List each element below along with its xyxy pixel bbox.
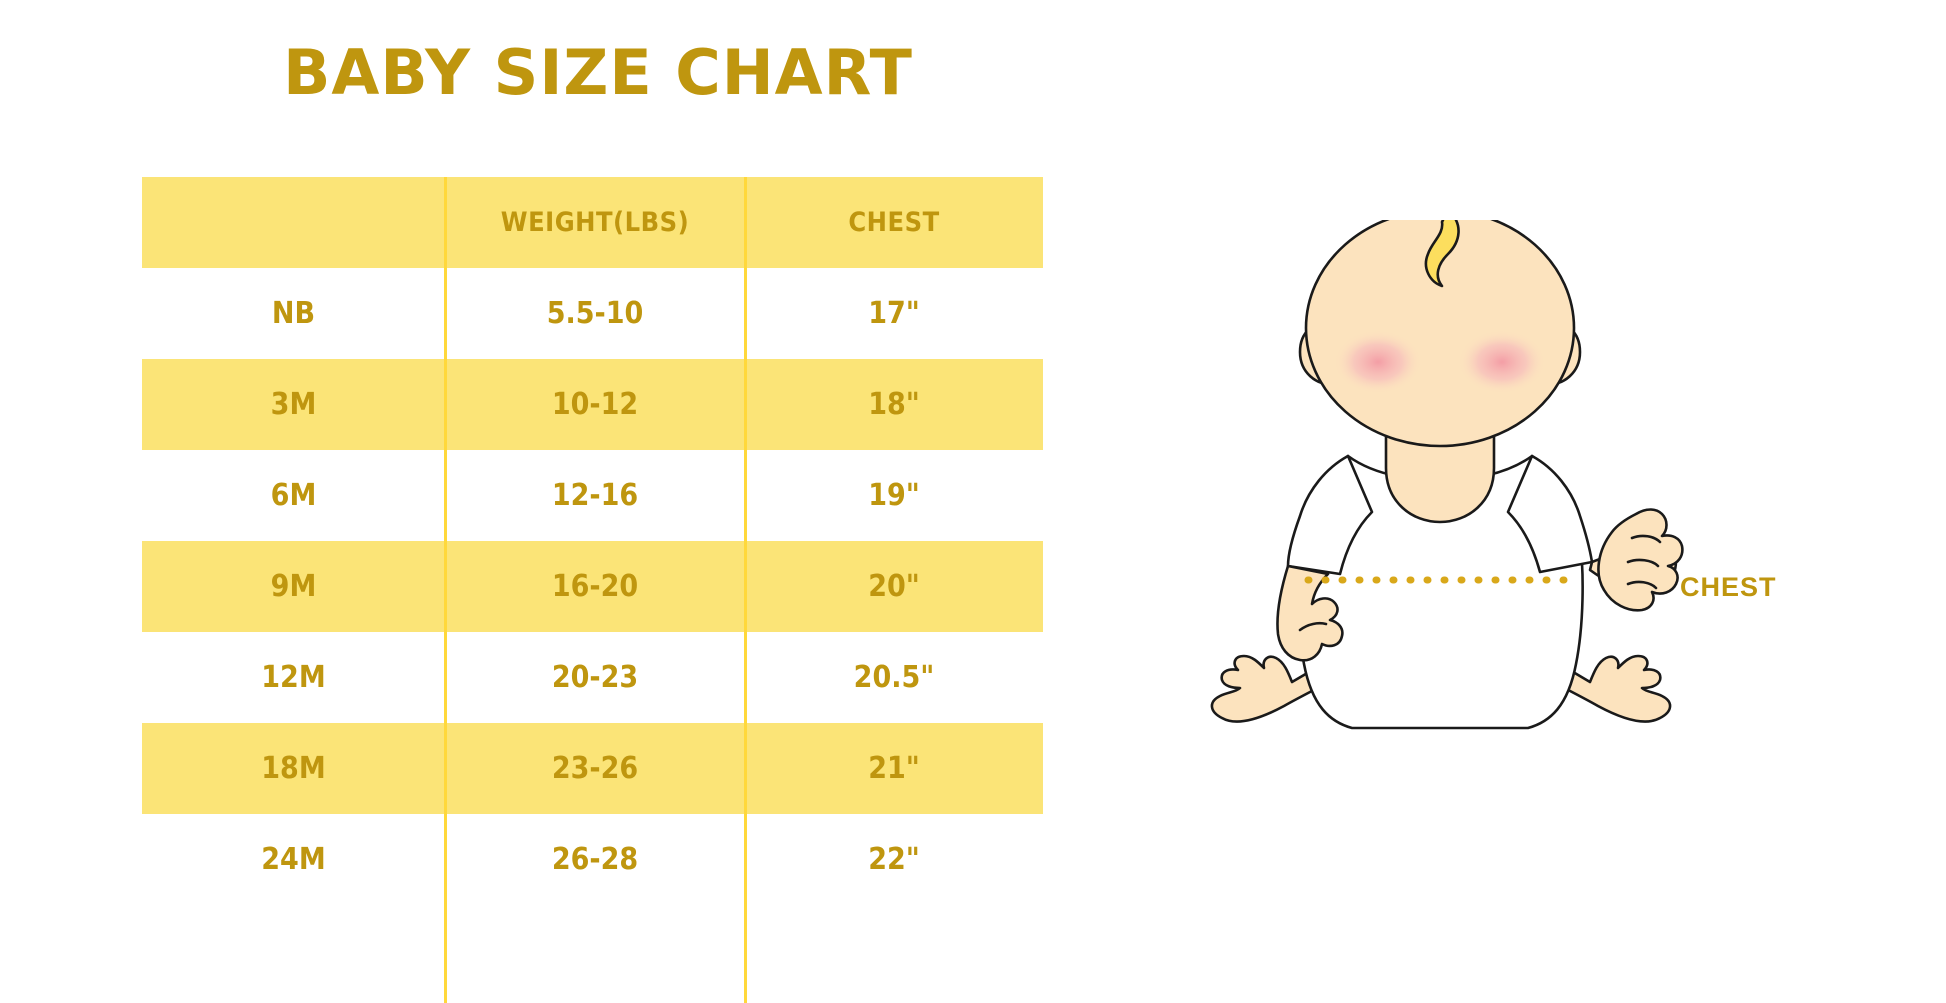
table-row: 12M 20-23 20.5" (142, 632, 1043, 723)
baby-left-hand-detail (1298, 621, 1328, 632)
table-row: 9M 16-20 20" (142, 541, 1043, 632)
baby-size-table: WEIGHT(LBS) CHEST NB 5.5-10 17" 3M 10-12 18" 6… (142, 177, 1043, 905)
baby-fist-knuckle-3 (1626, 580, 1658, 590)
weight-cell: 5.5-10 (445, 268, 745, 359)
baby-right-cheek (1458, 330, 1546, 394)
chest-cell: 20" (745, 541, 1043, 632)
baby-hair-curl (1424, 220, 1460, 288)
table-body: NB 5.5-10 17" 3M 10-12 18" 6M 12-16 19" 9M 16-20 20… (142, 268, 1043, 905)
size-cell: 18M (142, 723, 445, 814)
weight-cell: 12-16 (445, 450, 745, 541)
table-header-row: WEIGHT(LBS) CHEST (142, 177, 1043, 268)
size-cell: 9M (142, 541, 445, 632)
size-cell: 12M (142, 632, 445, 723)
weight-cell: 26-28 (445, 814, 745, 905)
size-cell: 24M (142, 814, 445, 905)
weight-cell: 20-23 (445, 632, 745, 723)
size-cell: NB (142, 268, 445, 359)
column-divider-2 (744, 177, 747, 1003)
table-row: 3M 10-12 18" (142, 359, 1043, 450)
chest-cell: 20.5" (745, 632, 1043, 723)
size-cell: 6M (142, 450, 445, 541)
weight-cell: 10-12 (445, 359, 745, 450)
chest-cell: 22" (745, 814, 1043, 905)
baby-fist-knuckle-2 (1626, 558, 1660, 568)
baby-left-arm (1276, 564, 1344, 662)
baby-fist-knuckle-1 (1630, 534, 1662, 544)
weight-cell: 16-20 (445, 541, 745, 632)
chest-measure-label: CHEST (1680, 572, 1777, 602)
page-title: BABY SIZE CHART (283, 36, 913, 109)
sitting-baby-illustration (1210, 220, 1684, 730)
column-divider-1 (444, 177, 447, 1003)
size-cell: 3M (142, 359, 445, 450)
chest-cell: 17" (745, 268, 1043, 359)
baby-left-sleeve (1286, 454, 1374, 576)
column-header-chest: CHEST (745, 177, 1043, 268)
table-row: NB 5.5-10 17" (142, 268, 1043, 359)
baby-left-cheek (1334, 330, 1422, 394)
chest-cell: 21" (745, 723, 1043, 814)
chest-cell: 18" (745, 359, 1043, 450)
baby-right-sleeve (1506, 454, 1594, 574)
column-header-size (142, 177, 445, 268)
table-row: 24M 26-28 22" (142, 814, 1043, 905)
table-row: 6M 12-16 19" (142, 450, 1043, 541)
table-row: 18M 23-26 21" (142, 723, 1043, 814)
weight-cell: 23-26 (445, 723, 745, 814)
chest-cell: 19" (745, 450, 1043, 541)
column-header-weight: WEIGHT(LBS) (445, 177, 745, 268)
